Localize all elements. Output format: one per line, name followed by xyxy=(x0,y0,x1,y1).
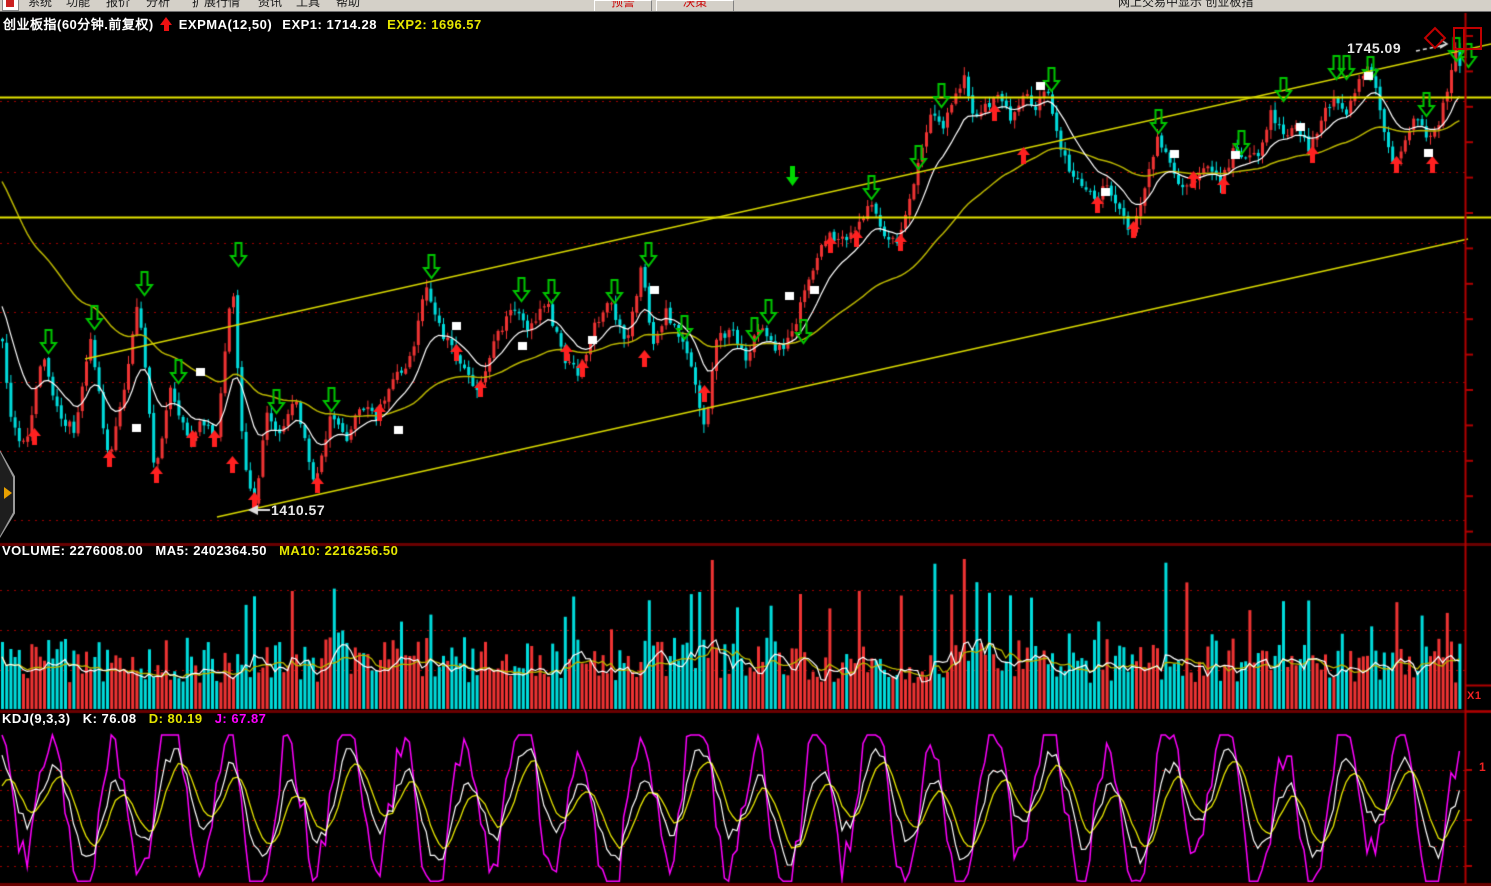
indicator-name: EXPMA(12,50) xyxy=(178,17,273,32)
kdj-indicator-name: KDJ(9,3,3) xyxy=(2,711,71,726)
symbol-period-title: 创业板指(60分钟.前复权) xyxy=(3,17,154,32)
volume-axis-label: X1 xyxy=(1467,690,1482,702)
menubar-right-text: 网上交易中显示 创业板指 xyxy=(1118,0,1254,9)
red-up-arrow-icon xyxy=(159,17,173,31)
low-price-annotation: 1410.57 xyxy=(271,502,326,518)
menu-red-button-1[interactable]: 预警 xyxy=(594,0,652,11)
menu-item-4[interactable]: 分析 xyxy=(146,0,171,9)
menu-item-2[interactable]: 功能 xyxy=(66,0,91,9)
volume-panel[interactable] xyxy=(0,556,1465,710)
volume-header: VOLUME: 2276008.00 MA5: 2402364.50 MA10:… xyxy=(2,543,406,558)
menu-item-8[interactable]: 帮助 xyxy=(336,0,361,9)
menu-item-5[interactable]: 扩展行情 xyxy=(192,0,241,9)
menu-red-button-2[interactable]: 决策 xyxy=(656,0,734,11)
menu-item-1[interactable]: 系统 xyxy=(28,0,53,9)
sidebar-expand-handle[interactable] xyxy=(0,450,15,538)
kdj-axis-label: 1 xyxy=(1479,760,1487,774)
kdj-j-value: J: 67.87 xyxy=(214,711,267,726)
expand-arrow-icon xyxy=(4,487,12,499)
menu-bar: 系统 功能 报价 分析 扩展行情 资讯 工具 帮助 预警 决策 网上交易中显示 创业板指 xyxy=(0,0,1491,12)
kdj-header: KDJ(9,3,3) K: 76.08 D: 80.19 J: 67.87 xyxy=(2,711,274,726)
main-chart-panel[interactable] xyxy=(0,13,1465,543)
exp1-value: EXP1: 1714.28 xyxy=(282,17,377,32)
app-icon[interactable] xyxy=(2,0,19,11)
volume-ma5-value: MA5: 2402364.50 xyxy=(155,543,267,558)
menu-item-3[interactable]: 报价 xyxy=(106,0,131,9)
kdj-d-value: D: 80.19 xyxy=(148,711,203,726)
kdj-k-value: K: 76.08 xyxy=(82,711,137,726)
menu-item-7[interactable]: 工具 xyxy=(296,0,321,9)
restore-window-icon[interactable] xyxy=(1453,27,1482,50)
chart-header: 创业板指(60分钟.前复权) EXPMA(12,50) EXP1: 1714.28… xyxy=(3,14,488,33)
price-axis-gutter xyxy=(1465,13,1491,884)
volume-ma10-value: MA10: 2216256.50 xyxy=(279,543,399,558)
high-price-annotation: 1745.09 xyxy=(1347,40,1402,56)
volume-value: VOLUME: 2276008.00 xyxy=(2,543,144,558)
exp2-value: EXP2: 1696.57 xyxy=(387,17,482,32)
kdj-panel[interactable] xyxy=(0,728,1465,884)
menu-item-6[interactable]: 资讯 xyxy=(258,0,283,9)
